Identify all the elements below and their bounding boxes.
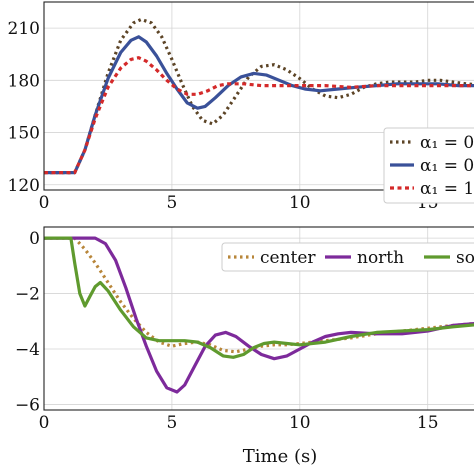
- x-tick-label: 10: [289, 413, 311, 433]
- x-tick-label: 5: [166, 413, 177, 433]
- legend-label: sou: [456, 248, 474, 268]
- legend-label: α₁ = 1: [420, 179, 474, 199]
- legend-label: north: [357, 248, 404, 268]
- y-tick-label: 0: [29, 229, 40, 249]
- panel-top: 051015120150180210 α₁ = 0α₁ = 0α₁ = 1: [8, 1, 474, 213]
- series-line-1-2: [44, 236, 474, 359]
- legend-label: α₁ = 0: [420, 133, 474, 153]
- y-tick-label: 180: [8, 71, 40, 91]
- series-top: [44, 17, 474, 175]
- ticks-top: 051015120150180210: [8, 19, 439, 213]
- series-line-1-1: [44, 236, 474, 394]
- x-tick-label: 5: [166, 193, 177, 213]
- x-tick-label: 10: [289, 193, 311, 213]
- ticks-bottom: 0 5 10 15 0 −2 −4 −6: [15, 229, 439, 433]
- x-tick-label: 15: [417, 413, 439, 433]
- panel-bottom: 0 5 10 15 0 −2 −4 −6 center north sou Time (s): [15, 226, 474, 467]
- y-tick-label: −6: [15, 395, 40, 415]
- legend-label: α₁ = 0: [420, 156, 474, 176]
- x-tick-label: 0: [39, 193, 50, 213]
- legend-label: center: [260, 248, 316, 268]
- series-line-0-2: [44, 56, 474, 175]
- y-tick-label: 150: [8, 124, 40, 144]
- frame-bottom: [43, 226, 474, 411]
- y-tick-label: 120: [8, 176, 40, 196]
- y-tick-label: −4: [15, 340, 40, 360]
- series-bottom: [44, 236, 474, 394]
- legend-bottom: center north sou: [221, 242, 474, 272]
- legend-top: α₁ = 0 α₁ = 0 α₁ = 1: [383, 127, 474, 204]
- y-tick-label: −2: [15, 285, 40, 305]
- series-line-0-0: [44, 17, 474, 175]
- x-axis-title: Time (s): [243, 446, 318, 467]
- frame-top: [43, 1, 474, 191]
- x-tick-label: 0: [39, 413, 50, 433]
- y-tick-label: 210: [8, 19, 40, 39]
- legend-box: [383, 127, 474, 204]
- grid-top: [43, 2, 474, 190]
